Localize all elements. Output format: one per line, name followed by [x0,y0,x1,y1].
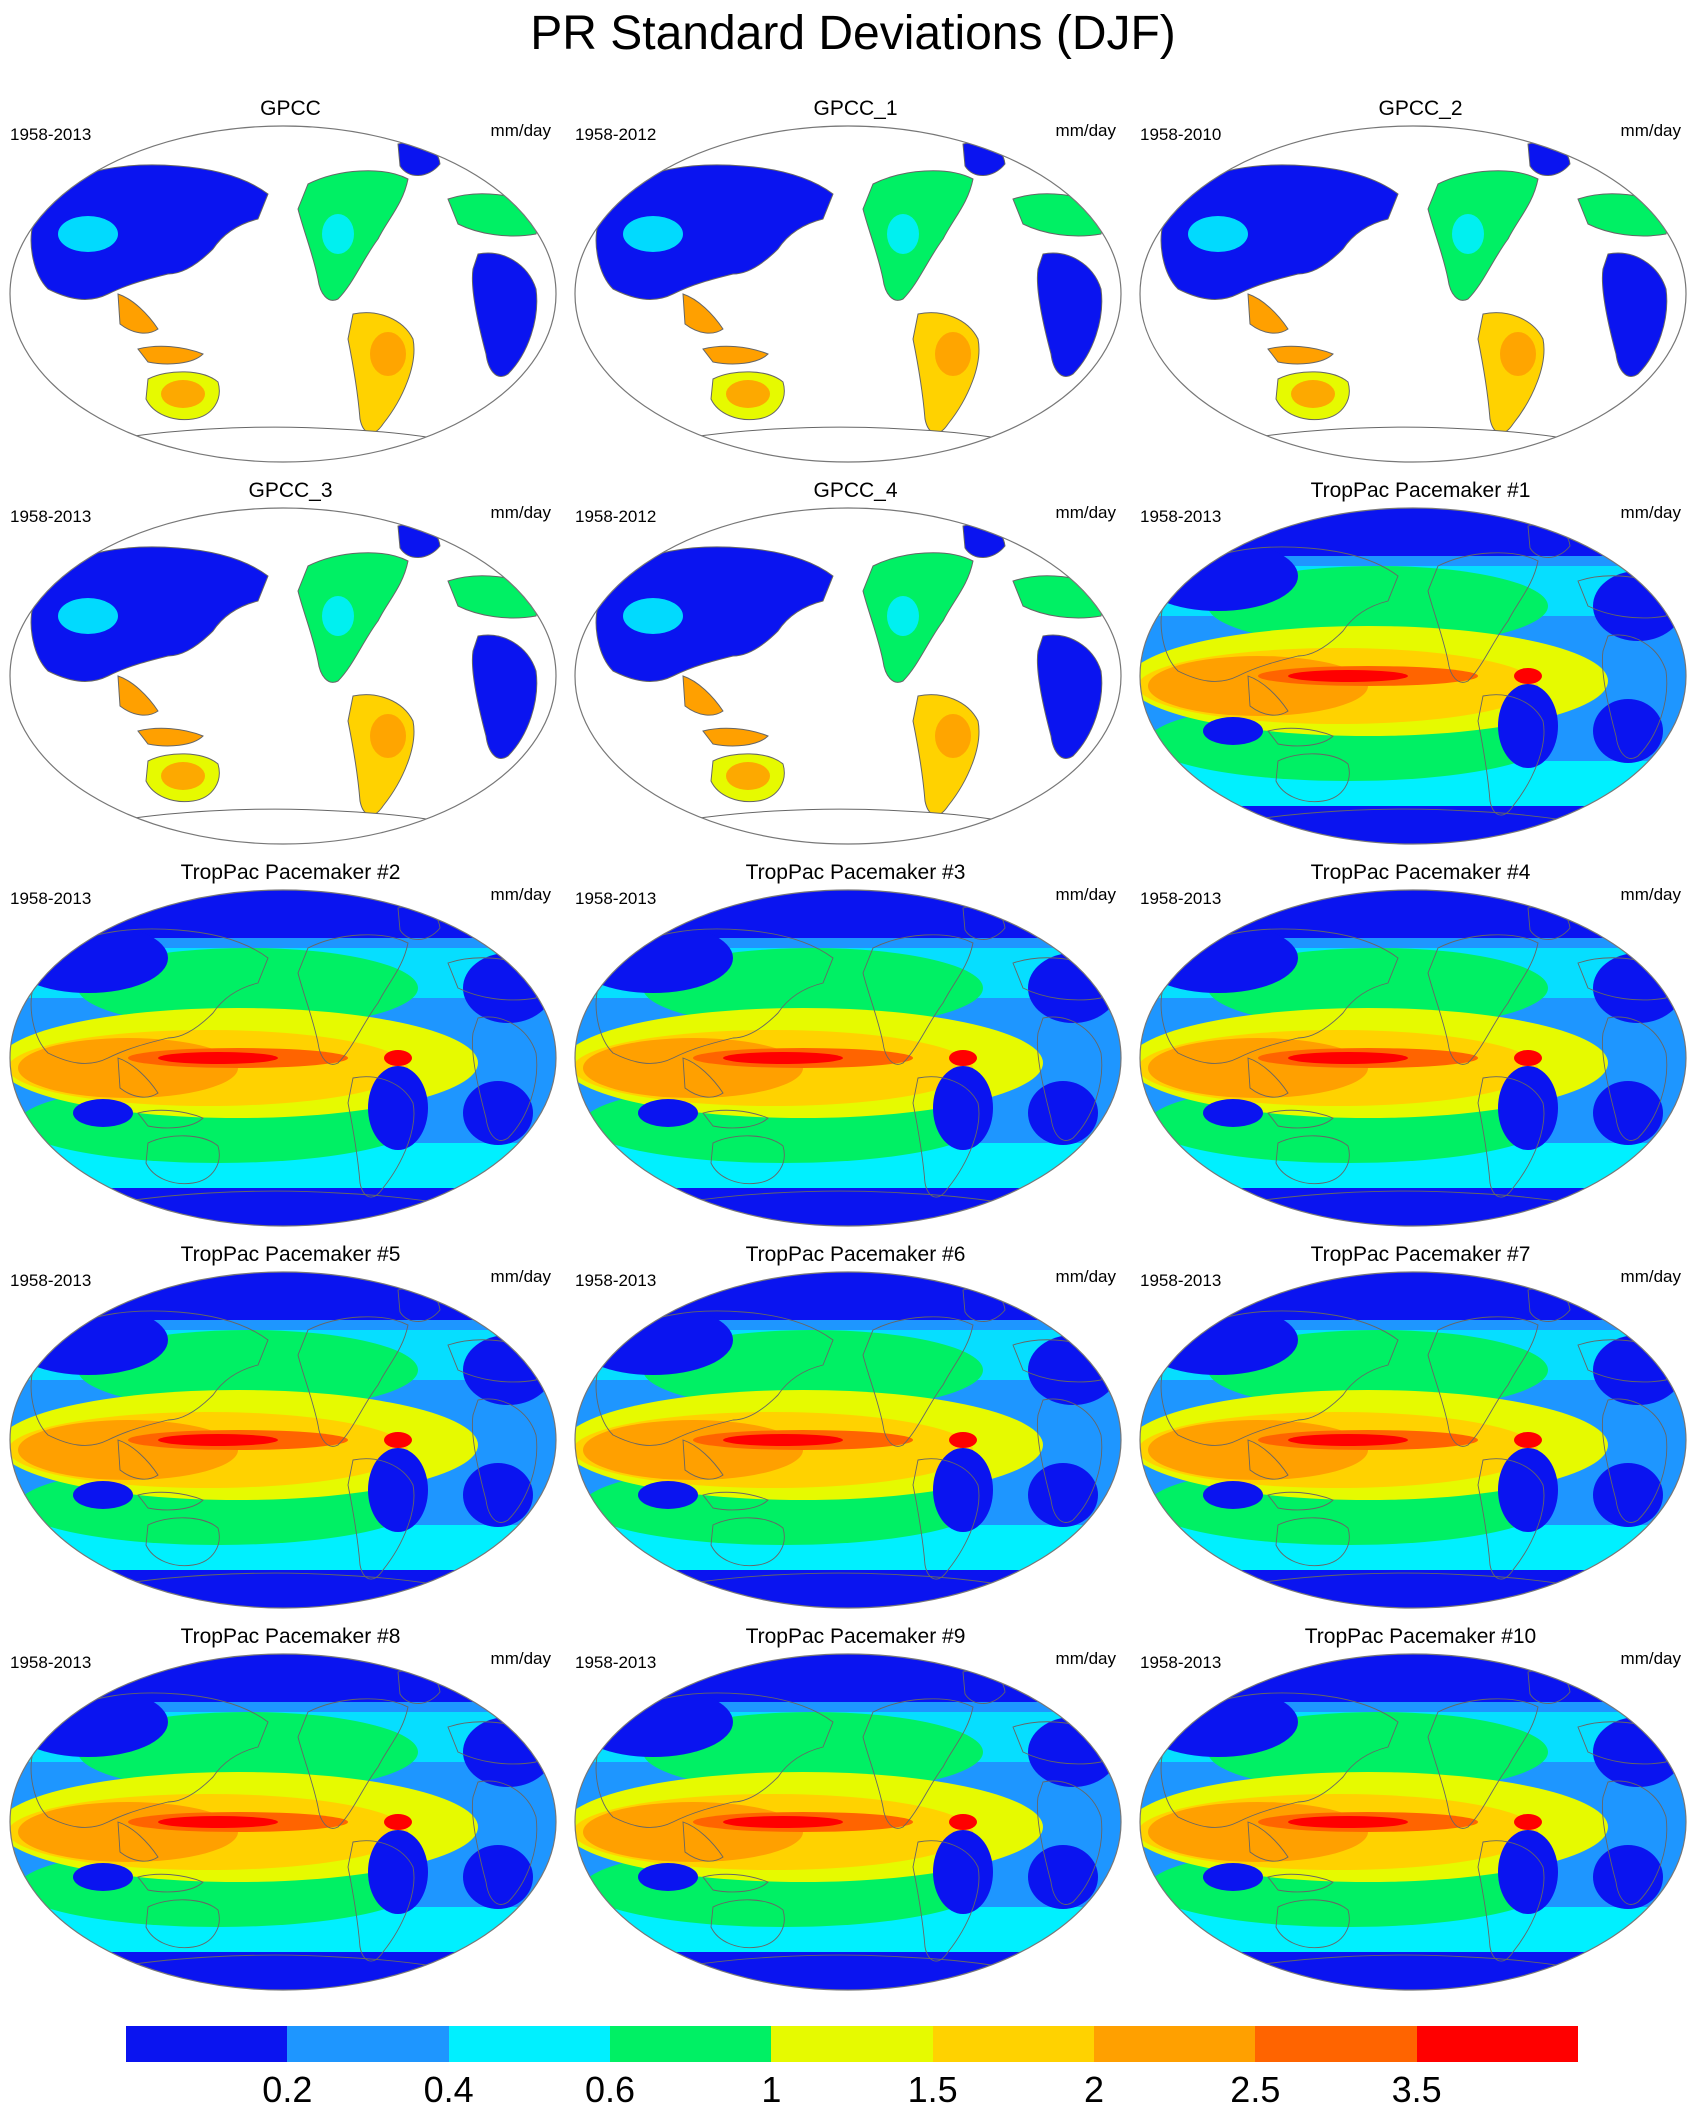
world-map [9,507,557,845]
panel-units: mm/day [1620,885,1681,904]
colorbar-box [1255,2026,1418,2062]
map-panel: TropPac Pacemaker #3 1958-2013 mm/day [573,860,1138,1242]
world-map [1139,125,1687,463]
panel-title: GPCC_3 [248,479,333,502]
panel-period: 1958-2013 [1140,507,1222,526]
panel-units: mm/day [1055,885,1116,904]
world-map [9,125,557,463]
map-panel: GPCC_3 1958-2013 mm/day [8,478,573,860]
colorbar-box [126,2026,288,2062]
world-map [574,125,1122,463]
panel-title: TropPac Pacemaker #10 [1304,1625,1537,1648]
panel-title: TropPac Pacemaker #3 [745,861,966,884]
world-map [574,889,1122,1227]
colorbar [126,2026,1579,2066]
map-panel: GPCC_1 1958-2012 mm/day [573,96,1138,478]
world-map [9,1271,557,1609]
world-map [1139,507,1687,845]
panel-units: mm/day [490,121,551,140]
panel-period: 1958-2013 [1140,1653,1222,1672]
panel-units: mm/day [1620,1649,1681,1668]
panel-title: GPCC [260,97,321,120]
panel-units: mm/day [1055,1649,1116,1668]
panel-units: mm/day [490,1267,551,1286]
panel-period: 1958-2013 [575,889,657,908]
colorbar-label: 1 [761,2069,782,2110]
panel-grid: GPCC 1958-2013 mm/day GPCC_1 1958-2012 mm/day… [8,96,1698,2006]
colorbar-box [771,2026,934,2062]
panel-period: 1958-2012 [575,125,657,144]
map-panel: TropPac Pacemaker #5 1958-2013 mm/day [8,1242,573,1624]
map-panel: TropPac Pacemaker #2 1958-2013 mm/day [8,860,573,1242]
panel-title: GPCC_2 [1378,97,1463,120]
panel-units: mm/day [1620,503,1681,522]
colorbar-label: 0.6 [584,2069,636,2110]
colorbar-box [610,2026,772,2062]
panel-title: TropPac Pacemaker #6 [745,1243,966,1266]
panel-units: mm/day [490,885,551,904]
panel-units: mm/day [1620,121,1681,140]
map-panel: GPCC_2 1958-2010 mm/day [1138,96,1703,478]
map-panel: TropPac Pacemaker #4 1958-2013 mm/day [1138,860,1703,1242]
panel-units: mm/day [490,503,551,522]
map-panel: GPCC_4 1958-2012 mm/day [573,478,1138,860]
panel-title: TropPac Pacemaker #2 [180,861,401,884]
map-panel: TropPac Pacemaker #6 1958-2013 mm/day [573,1242,1138,1624]
colorbar-label: 0.4 [423,2069,474,2110]
colorbar-box [1416,2026,1579,2062]
panel-period: 1958-2013 [575,1271,657,1290]
map-panel: TropPac Pacemaker #8 1958-2013 mm/day [8,1624,573,2006]
world-map [574,1653,1122,1991]
panel-title: TropPac Pacemaker #7 [1310,1243,1531,1266]
panel-period: 1958-2012 [575,507,657,526]
map-panel: TropPac Pacemaker #1 1958-2013 mm/day [1138,478,1703,860]
colorbar-label: 2 [1083,2069,1105,2110]
world-map [1139,889,1687,1227]
panel-units: mm/day [1055,503,1116,522]
colorbar-box [1094,2026,1256,2062]
panel-units: mm/day [490,1649,551,1668]
map-panel: GPCC 1958-2013 mm/day [8,96,573,478]
panel-period: 1958-2013 [10,1653,92,1672]
panel-period: 1958-2013 [10,889,92,908]
world-map [1139,1271,1687,1609]
panel-period: 1958-2013 [10,1271,92,1290]
panel-title: GPCC_4 [813,479,898,502]
panel-units: mm/day [1055,121,1116,140]
panel-period: 1958-2013 [1140,1271,1222,1290]
world-map [574,507,1122,845]
panel-title: TropPac Pacemaker #1 [1310,479,1531,502]
panel-period: 1958-2010 [1140,125,1222,144]
colorbar-label: 0.2 [262,2069,313,2110]
panel-units: mm/day [1620,1267,1681,1286]
panel-title: TropPac Pacemaker #9 [745,1625,966,1648]
world-map [9,889,557,1227]
panel-period: 1958-2013 [1140,889,1222,908]
colorbar-box [287,2026,450,2062]
world-map [9,1653,557,1991]
world-map [1139,1653,1687,1991]
colorbar-box [448,2026,611,2062]
panel-period: 1958-2013 [575,1653,657,1672]
colorbar-label: 2.5 [1230,2069,1281,2110]
colorbar-label: 1.5 [907,2069,958,2110]
colorbar-box [932,2026,1095,2062]
panel-title: GPCC_1 [813,97,898,120]
panel-title: TropPac Pacemaker #4 [1310,861,1531,884]
panel-title: TropPac Pacemaker #5 [180,1243,401,1266]
panel-period: 1958-2013 [10,125,92,144]
map-panel: TropPac Pacemaker #7 1958-2013 mm/day [1138,1242,1703,1624]
panel-title: TropPac Pacemaker #8 [180,1625,401,1648]
figure-title: PR Standard Deviations (DJF) [530,7,1176,60]
panel-period: 1958-2013 [10,507,92,526]
world-map [574,1271,1122,1609]
map-panel: TropPac Pacemaker #9 1958-2013 mm/day [573,1624,1138,2006]
panel-units: mm/day [1055,1267,1116,1286]
map-panel: TropPac Pacemaker #10 1958-2013 mm/day [1138,1624,1703,2006]
colorbar-label: 3.5 [1391,2069,1442,2110]
